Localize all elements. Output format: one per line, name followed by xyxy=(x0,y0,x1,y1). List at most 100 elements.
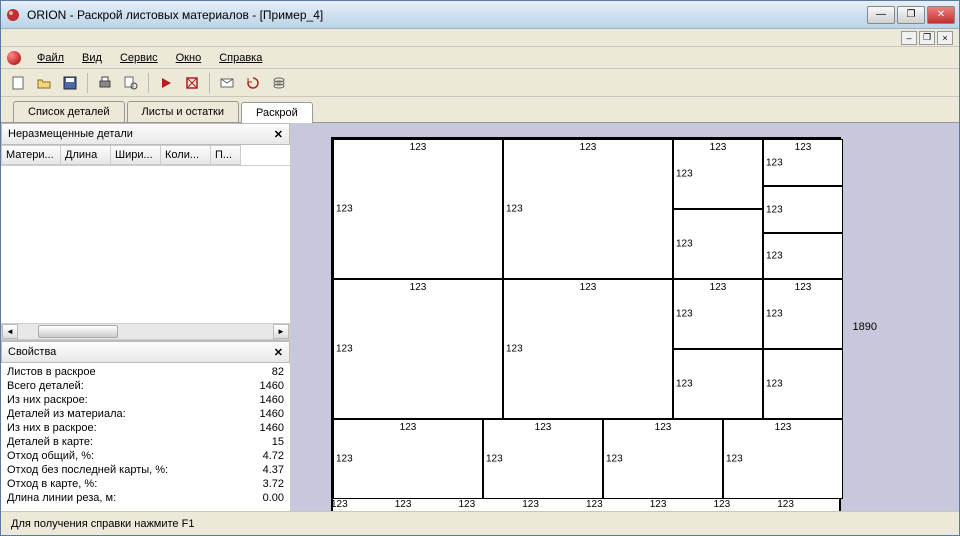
save-button[interactable] xyxy=(59,72,81,94)
cut-piece[interactable]: 123123 xyxy=(333,419,483,499)
properties-title: Свойства xyxy=(8,346,56,358)
close-button[interactable]: ✕ xyxy=(927,6,955,24)
toolbar-separator xyxy=(148,73,149,93)
envelope-icon xyxy=(219,75,235,91)
property-value: 1460 xyxy=(244,394,284,406)
horizontal-scrollbar[interactable]: ◄ ► xyxy=(1,323,290,340)
waste-label: 123 xyxy=(777,499,841,510)
menu-help[interactable]: Справка xyxy=(211,50,270,66)
piece-width-label: 123 xyxy=(580,282,597,293)
cut-piece[interactable]: 123 123 xyxy=(333,279,503,419)
new-icon xyxy=(10,75,26,91)
waste-label: 123 xyxy=(395,499,459,510)
property-key: Из них раскрое: xyxy=(7,394,88,406)
cut-piece[interactable]: 123 xyxy=(673,209,763,279)
mdi-close-button[interactable]: × xyxy=(937,31,953,45)
column-header[interactable]: П... xyxy=(211,145,241,165)
cut-piece[interactable]: 123 xyxy=(763,186,843,233)
piece-width-label: 123 xyxy=(410,142,427,153)
run-button[interactable] xyxy=(155,72,177,94)
menu-service[interactable]: Сервис xyxy=(112,50,166,66)
action3-button[interactable] xyxy=(268,72,290,94)
print-preview-icon xyxy=(123,75,139,91)
open-icon xyxy=(36,75,52,91)
property-row: Деталей в карте:15 xyxy=(7,435,284,449)
piece-height-label: 123 xyxy=(336,344,353,355)
open-button[interactable] xyxy=(33,72,55,94)
cut-piece[interactable]: 123123 xyxy=(763,139,843,186)
piece-width-label: 123 xyxy=(710,282,727,293)
app-menu-icon[interactable] xyxy=(7,51,21,65)
maximize-button[interactable]: ❐ xyxy=(897,6,925,24)
properties-panel: Свойства ✕ Листов в раскрое82Всего детал… xyxy=(1,340,290,511)
scroll-track[interactable] xyxy=(18,324,273,339)
piece-width-label: 123 xyxy=(795,142,812,153)
column-header[interactable]: Коли... xyxy=(161,145,211,165)
tabstrip: Список деталей Листы и остатки Раскрой xyxy=(1,97,959,123)
piece-width-label: 123 xyxy=(580,142,597,153)
property-key: Отход общий, %: xyxy=(7,450,94,462)
stop-button[interactable] xyxy=(181,72,203,94)
property-row: Деталей из материала:1460 xyxy=(7,407,284,421)
scroll-thumb[interactable] xyxy=(38,325,118,338)
cut-piece[interactable]: 123 xyxy=(763,349,843,419)
play-icon xyxy=(158,75,174,91)
menu-file[interactable]: Файл xyxy=(29,50,72,66)
piece-height-label: 123 xyxy=(676,169,693,180)
unplaced-grid-body[interactable] xyxy=(1,166,290,323)
titlebar[interactable]: ORION - Раскрой листовых материалов - [П… xyxy=(1,1,959,29)
window-title: ORION - Раскрой листовых материалов - [П… xyxy=(27,8,867,22)
column-header[interactable]: Матери... xyxy=(1,145,61,165)
cut-piece[interactable]: 123123 xyxy=(483,419,603,499)
scroll-left-button[interactable]: ◄ xyxy=(2,324,18,339)
tab-sheets[interactable]: Листы и остатки xyxy=(127,101,239,122)
window-buttons: — ❐ ✕ xyxy=(867,6,955,24)
piece-height-label: 123 xyxy=(766,379,783,390)
scroll-right-button[interactable]: ► xyxy=(273,324,289,339)
print-button[interactable] xyxy=(94,72,116,94)
tab-layout[interactable]: Раскрой xyxy=(241,102,313,123)
properties-header: Свойства ✕ xyxy=(1,341,290,363)
status-text: Для получения справки нажмите F1 xyxy=(11,518,194,530)
print-preview-button[interactable] xyxy=(120,72,142,94)
layout-canvas[interactable]: 1890 2550 123123123123123123123123123123… xyxy=(291,123,959,511)
mdi-minimize-button[interactable]: – xyxy=(901,31,917,45)
cut-piece[interactable]: 123123 xyxy=(503,279,673,419)
property-key: Листов в раскрое xyxy=(7,366,96,378)
refresh-icon xyxy=(245,75,261,91)
property-value: 1460 xyxy=(244,422,284,434)
cut-piece[interactable]: 123 xyxy=(763,233,843,279)
property-key: Отход в карте, %: xyxy=(7,478,97,490)
column-header[interactable]: Длина xyxy=(61,145,111,165)
sheet[interactable]: 1890 2550 123123123123123123123123123123… xyxy=(331,137,841,511)
cut-piece[interactable]: 123123 xyxy=(503,139,673,279)
menubar: Файл Вид Сервис Окно Справка xyxy=(1,47,959,69)
cut-piece[interactable]: 123123 xyxy=(763,279,843,349)
properties-close-icon[interactable]: ✕ xyxy=(274,346,283,359)
action2-button[interactable] xyxy=(242,72,264,94)
piece-width-label: 123 xyxy=(410,282,427,293)
action1-button[interactable] xyxy=(216,72,238,94)
property-value: 4.72 xyxy=(244,450,284,462)
cut-piece[interactable]: 123123 xyxy=(723,419,843,499)
property-row: Отход общий, %: 4.72 xyxy=(7,449,284,463)
menu-view[interactable]: Вид xyxy=(74,50,110,66)
cut-piece[interactable]: 123123 xyxy=(673,139,763,209)
unplaced-close-icon[interactable]: ✕ xyxy=(274,128,283,141)
mdi-restore-button[interactable]: ❐ xyxy=(919,31,935,45)
cut-piece[interactable]: 123123 xyxy=(673,279,763,349)
menu-window[interactable]: Окно xyxy=(168,50,210,66)
property-value: 4.37 xyxy=(244,464,284,476)
cut-piece[interactable]: 123 xyxy=(673,349,763,419)
minimize-button[interactable]: — xyxy=(867,6,895,24)
piece-height-label: 123 xyxy=(606,454,623,465)
tab-parts[interactable]: Список деталей xyxy=(13,101,125,122)
piece-width-label: 123 xyxy=(400,422,417,433)
property-value: 1460 xyxy=(244,408,284,420)
cut-piece[interactable]: 123123 xyxy=(333,139,503,279)
cut-piece[interactable]: 123123 xyxy=(603,419,723,499)
property-row: Отход без последней карты, %:4.37 xyxy=(7,463,284,477)
new-button[interactable] xyxy=(7,72,29,94)
column-header[interactable]: Шири... xyxy=(111,145,161,165)
statusbar: Для получения справки нажмите F1 xyxy=(1,511,959,535)
